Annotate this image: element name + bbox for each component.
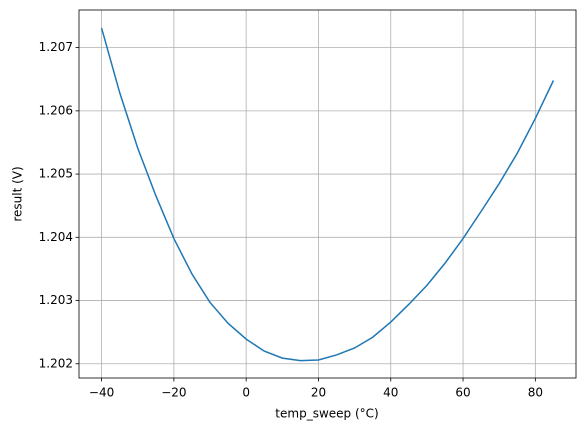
y-tick-label: 1.202	[39, 356, 73, 370]
x-tick-label: 80	[528, 386, 543, 400]
y-tick-label: 1.207	[39, 40, 73, 54]
y-tick-label: 1.203	[39, 293, 73, 307]
data-line	[100, 27, 555, 362]
y-tick-label: 1.204	[39, 230, 73, 244]
plot-frame	[78, 9, 577, 379]
x-axis-label: temp_sweep (°C)	[275, 407, 378, 421]
x-tick-label: −40	[89, 386, 114, 400]
x-tick-label: −20	[161, 386, 186, 400]
y-axis-label: result (V)	[11, 166, 25, 221]
y-tick-label: 1.205	[39, 167, 73, 181]
x-tick-label: 0	[242, 386, 250, 400]
x-tick-label: 20	[311, 386, 326, 400]
y-tick-label: 1.206	[39, 103, 73, 117]
x-tick-label: 60	[455, 386, 470, 400]
x-tick-label: 40	[383, 386, 398, 400]
